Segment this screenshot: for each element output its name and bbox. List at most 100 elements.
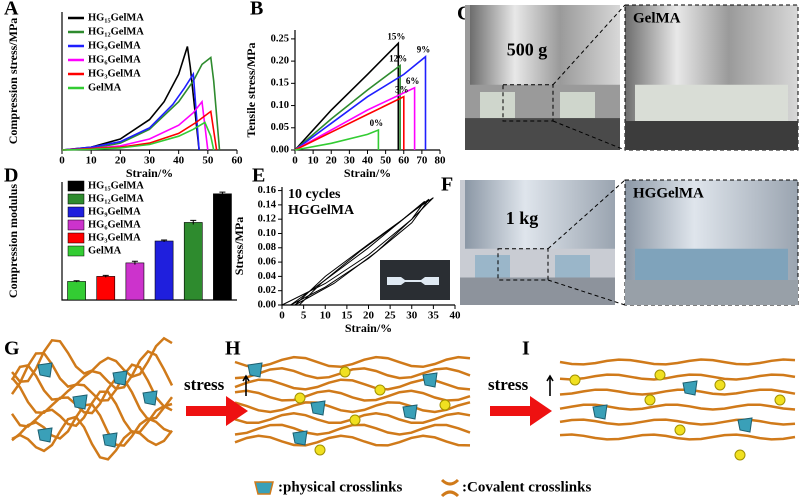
y-tick-label: 0.06 [258,256,276,267]
physical-crosslink [72,394,88,410]
polymer-chain [559,358,796,366]
covalent-bead [674,424,686,436]
annotation: HGGelMA [288,203,355,218]
panel-label: B [250,0,263,20]
legend-label: HG₃GelMA [88,68,141,79]
x-axis-label: Strain/% [126,166,173,180]
polymer-chain [10,363,173,408]
x-tick-label: 20 [326,155,338,167]
physical-crosslink [247,362,263,378]
panel-label: D [4,165,18,187]
covalent-bead [339,366,351,378]
bar [67,281,86,301]
x-tick-label: 50 [380,155,392,167]
legend-swatch [67,219,85,231]
polymer-chain [11,376,173,421]
error-bar [190,219,197,225]
legend-label: :physical crosslinks [278,479,402,495]
x-tick-label: 80 [435,155,447,167]
covalent-bead [569,374,581,386]
y-tick-label: 0.25 [271,33,289,44]
load-label: 500 g [507,40,548,60]
y-axis-label: Compression stress/MPa [6,18,20,145]
load-label: 1 kg [506,208,539,228]
sample-left [480,92,515,119]
polymer-chain [234,401,471,414]
polymer-chain [234,389,471,402]
legend-swatch [67,206,85,218]
curve-label: 12% [389,54,407,64]
zoom-box [497,248,549,281]
bar [154,240,174,301]
inset-sample [635,248,788,280]
data-line [61,71,200,151]
x-tick-label: 70 [416,155,428,167]
stress-arrow [490,396,552,426]
x-axis-label: Strain/% [344,166,391,180]
up-arrow [546,374,554,396]
panel-label: E [252,165,265,187]
data-line [294,55,427,151]
legend-label: GelMA [88,245,122,256]
data-line [294,64,401,151]
physical-crosslink [37,362,53,378]
y-tick-label: 0.10 [258,228,276,239]
x-tick-label: 20 [115,155,127,167]
y-tick-label: 0.02 [258,285,276,296]
polymer-chain [234,423,471,436]
curve-label: 6% [406,76,420,86]
data-line [294,41,400,151]
inset-sample [635,84,788,121]
x-tick-label: 60 [232,155,244,167]
covalent-bead [314,444,326,456]
legend-swatch [67,193,85,205]
polymer-chain [10,349,174,395]
x-tick-label: 60 [398,155,410,167]
legend-label: HG₉GelMA [88,40,141,51]
x-tick-label: 30 [344,155,356,167]
legend-label: HG₁₂GelMA [88,193,144,204]
polymer-chain [559,373,796,381]
data-line [61,46,200,151]
data-line [294,95,405,151]
polymer-chain [234,367,471,380]
legend-icon-physical [254,481,274,495]
legend-swatch [67,180,85,192]
legend-label: HG₆GelMA [88,219,141,230]
polymer-chain [234,355,471,369]
data-line [61,121,215,151]
x-tick-label: 15 [341,310,353,322]
inset-sample [387,277,439,285]
data-line [294,200,426,306]
panel-label: G [4,338,20,360]
polymer-chain [11,402,173,447]
sample-right [560,92,595,119]
legend-label: HG₆GelMA [88,54,141,65]
zoom-lines [552,4,626,151]
covalent-bead [294,392,306,404]
covalent-bead [734,449,746,461]
y-tick-label: 0.08 [258,242,276,253]
polymer-chain [559,388,796,396]
polymer-chain [559,403,796,411]
x-tick-label: 10 [86,155,98,167]
sample-left [475,255,510,278]
base-plate [460,277,615,305]
y-tick-label: 0.16 [258,185,276,196]
panel-label: H [225,338,241,360]
legend-label: GelMA [88,82,122,93]
y-tick-label: 0.14 [258,199,277,210]
covalent-bead [714,379,726,391]
legend-icon-covalent [440,478,460,498]
legend-label: HG₁₅GelMA [88,12,144,23]
y-tick-label: 0.10 [271,100,289,111]
y-tick-label: 0.15 [271,78,289,89]
x-tick-label: 0 [59,155,65,167]
bar [213,193,232,301]
physical-crosslink [737,417,753,433]
bar [183,222,203,301]
x-tick-label: 0 [279,310,285,322]
physical-crosslink [102,432,118,448]
error-bar [131,260,138,265]
